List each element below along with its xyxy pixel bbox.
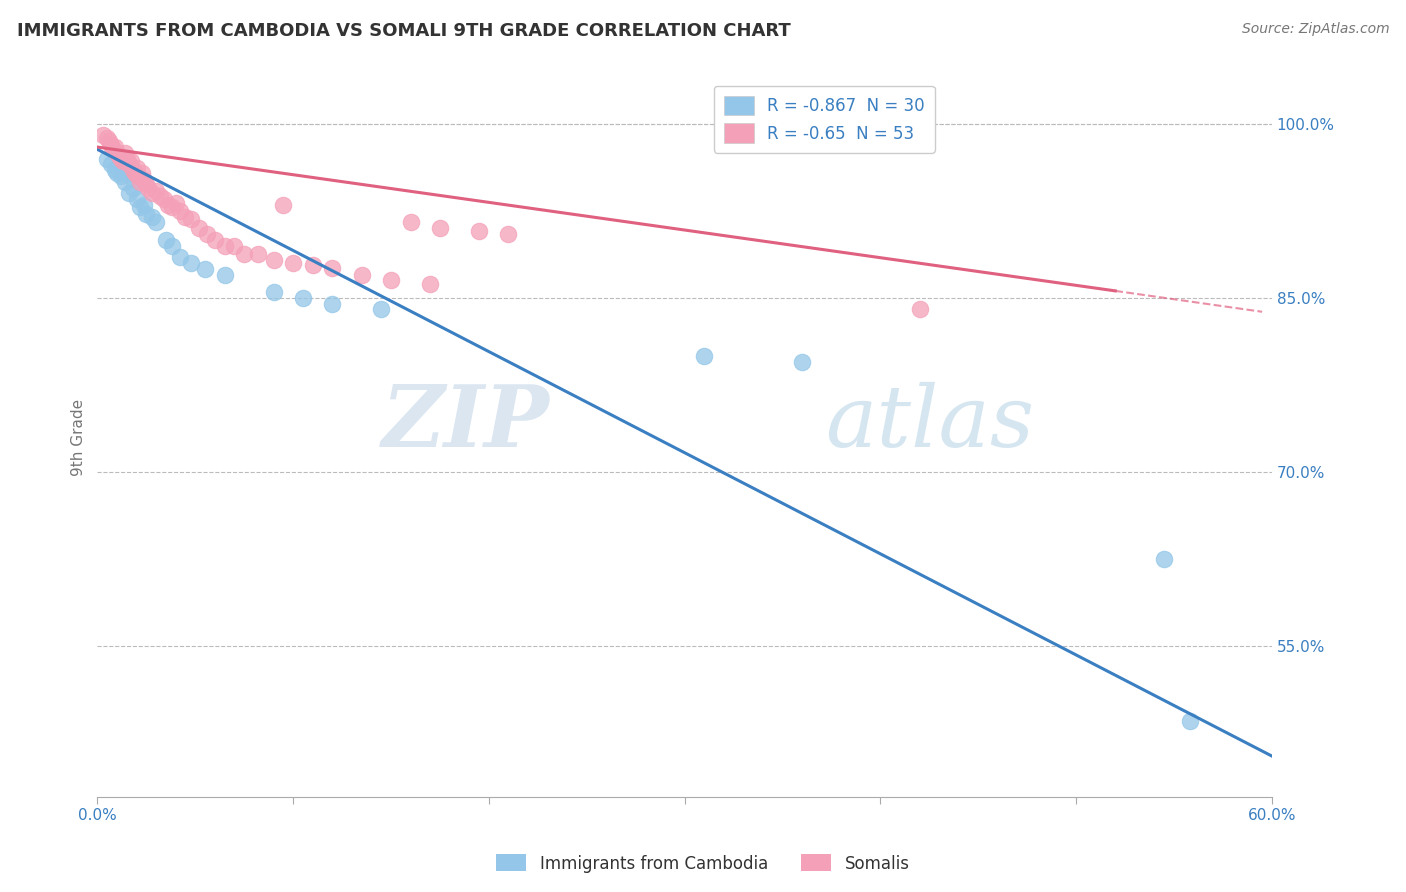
Point <box>1153 552 1175 566</box>
Point <box>129 200 152 214</box>
Point <box>380 273 402 287</box>
Point <box>131 165 153 179</box>
Point <box>145 184 167 198</box>
Point <box>96 130 118 145</box>
Point <box>105 145 128 160</box>
Point <box>153 192 176 206</box>
Point <box>350 268 373 282</box>
Point <box>160 200 183 214</box>
Point <box>104 163 127 178</box>
Point <box>96 152 118 166</box>
Point <box>125 192 148 206</box>
Point <box>134 198 156 212</box>
Point <box>136 180 159 194</box>
Point <box>165 195 187 210</box>
Point <box>204 233 226 247</box>
Point <box>214 238 236 252</box>
Point <box>115 152 138 166</box>
Point <box>121 163 143 178</box>
Point <box>110 152 132 166</box>
Point <box>100 137 122 152</box>
Point <box>1178 714 1201 729</box>
Point <box>110 169 132 183</box>
Point <box>124 165 146 179</box>
Point <box>145 215 167 229</box>
Y-axis label: 9th Grade: 9th Grade <box>72 399 86 475</box>
Point <box>180 211 202 226</box>
Point <box>263 285 285 299</box>
Point <box>100 157 122 171</box>
Point <box>429 221 451 235</box>
Legend: Immigrants from Cambodia, Somalis: Immigrants from Cambodia, Somalis <box>489 847 917 880</box>
Point <box>115 165 138 179</box>
Point <box>149 188 172 202</box>
Point <box>301 258 323 272</box>
Point <box>273 198 295 212</box>
Point <box>114 145 136 160</box>
Point <box>125 161 148 175</box>
Point <box>101 142 124 156</box>
Point <box>108 149 131 163</box>
Point <box>118 186 141 201</box>
Point <box>291 291 314 305</box>
Point <box>908 302 931 317</box>
Point <box>498 227 520 241</box>
Point <box>98 134 121 148</box>
Point <box>399 215 422 229</box>
Point <box>263 252 285 267</box>
Point <box>91 128 114 143</box>
Point <box>321 260 343 275</box>
Point <box>169 250 191 264</box>
Point <box>214 268 236 282</box>
Point <box>321 296 343 310</box>
Point <box>180 256 202 270</box>
Point <box>135 207 157 221</box>
Point <box>129 175 152 189</box>
Point <box>104 140 127 154</box>
Point <box>160 238 183 252</box>
Point <box>246 246 269 260</box>
Text: IMMIGRANTS FROM CAMBODIA VS SOMALI 9TH GRADE CORRELATION CHART: IMMIGRANTS FROM CAMBODIA VS SOMALI 9TH G… <box>17 22 790 40</box>
Point <box>195 227 218 241</box>
Point <box>693 349 716 363</box>
Point <box>156 198 179 212</box>
Point <box>174 210 197 224</box>
Point <box>118 157 141 171</box>
Text: Source: ZipAtlas.com: Source: ZipAtlas.com <box>1241 22 1389 37</box>
Point <box>224 238 246 252</box>
Point <box>120 153 142 168</box>
Point <box>155 233 177 247</box>
Text: ZIP: ZIP <box>381 381 550 465</box>
Point <box>121 180 143 194</box>
Point <box>169 203 191 218</box>
Point <box>188 221 211 235</box>
Legend: R = -0.867  N = 30, R = -0.65  N = 53: R = -0.867 N = 30, R = -0.65 N = 53 <box>714 86 935 153</box>
Point <box>468 223 491 237</box>
Point <box>105 165 128 179</box>
Point <box>134 172 156 186</box>
Point <box>141 186 163 201</box>
Point <box>281 256 304 270</box>
Point <box>111 153 134 168</box>
Point <box>233 246 256 260</box>
Point <box>790 354 813 368</box>
Point <box>194 261 217 276</box>
Point <box>135 177 157 191</box>
Text: atlas: atlas <box>825 382 1035 464</box>
Point <box>114 175 136 189</box>
Point <box>419 277 441 291</box>
Point <box>127 169 149 183</box>
Point <box>141 210 163 224</box>
Point <box>370 302 392 317</box>
Point <box>111 161 134 175</box>
